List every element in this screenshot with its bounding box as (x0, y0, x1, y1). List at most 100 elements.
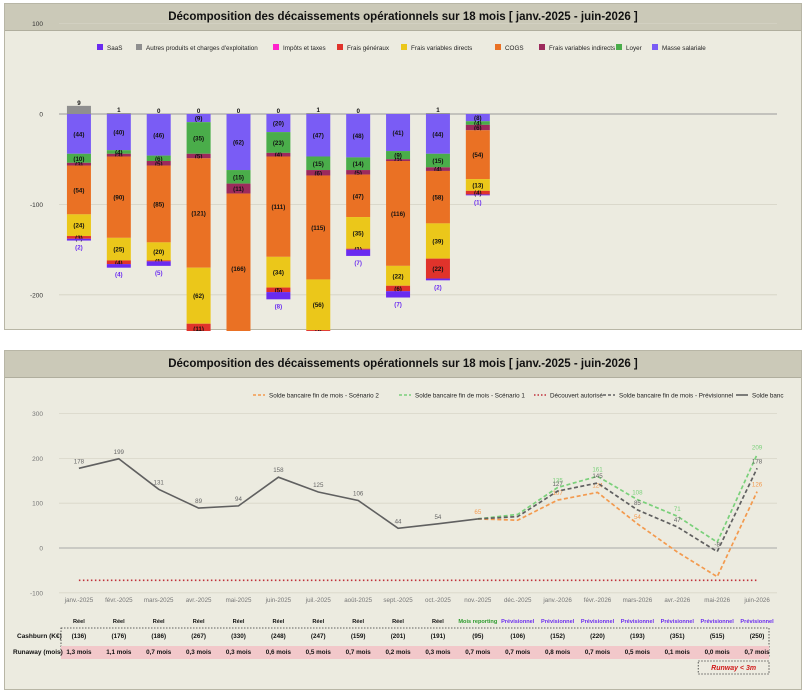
series-line (477, 491, 758, 578)
bar-data-label-autres: 0 (356, 108, 360, 115)
bar-segment-loyer (425, 153, 450, 168)
runway-cell: 0,7 mois (346, 649, 372, 656)
bar-segment-frais_generaux (425, 258, 450, 279)
bar-segment-variables_indirects (346, 170, 371, 175)
bar-segment-loyer (106, 150, 131, 154)
bar-data-label: (85) (153, 201, 164, 208)
legend-label: Solde banc (752, 393, 784, 400)
bar-segment-masse_salariale (425, 114, 450, 154)
bar-segment-variables_indirects (266, 152, 291, 157)
bar-data-label-saas: (1) (474, 199, 482, 206)
bar-data-label: (4) (474, 190, 482, 197)
runway-cell: 0,7 mois (146, 649, 172, 656)
runway-cell: 0,6 mois (266, 649, 292, 656)
bar-data-label-autres: 1 (117, 107, 121, 114)
status-cell: Mois reporting (458, 619, 497, 625)
bar-data-label: (4) (474, 121, 482, 128)
status-cell: Réel (352, 619, 364, 625)
status-cell: Prévisionnel (701, 619, 735, 625)
status-cell: Réel (153, 619, 165, 625)
cashburn-label: Cashburn (K€) (17, 633, 62, 640)
status-cell: Prévisionnel (740, 619, 774, 625)
legend-swatch (136, 44, 142, 50)
bar-segment-variables_directs (106, 237, 131, 261)
bar-segment-saas (465, 194, 490, 196)
bar-segment-variables_indirects (465, 124, 490, 131)
bar-segment-cogs (425, 170, 450, 224)
x-tick-label: nov.-2025 (464, 597, 492, 604)
bar-segment-variables_directs (146, 242, 171, 261)
legend-swatch (273, 44, 279, 50)
bar-data-label: (13) (472, 182, 483, 189)
cashburn-cell: (95) (472, 633, 483, 640)
legend-label: Frais variables indirects (549, 45, 615, 52)
cashburn-cell: (351) (670, 633, 685, 640)
x-tick-label: oct.-2025 (425, 597, 451, 604)
bar-data-label: (47) (313, 133, 324, 140)
runway-cell: 0,5 mois (625, 649, 651, 656)
point-data-label: 135 (552, 478, 563, 485)
runway-cell: 0,0 mois (705, 649, 731, 656)
point-data-label: 127 (552, 481, 563, 488)
x-tick-label: juin-2026 (743, 597, 770, 604)
bar-data-label-saas: (2) (434, 284, 442, 291)
bar-segment-frais_generaux (106, 260, 131, 265)
legend-label: Solde bancaire fin de mois - Scénario 1 (415, 393, 525, 400)
x-tick-label: mai-2025 (226, 597, 252, 604)
bar-data-label-saas: (8) (275, 303, 283, 310)
point-data-label: 54 (634, 514, 641, 521)
bar-segment-saas (425, 278, 450, 281)
point-data-label: 85 (634, 500, 641, 507)
point-data-label: 47 (674, 517, 681, 524)
bar-data-label-autres: 0 (197, 108, 201, 115)
bar-segment-cogs (306, 175, 331, 280)
bar-data-label: (22) (393, 273, 404, 280)
bar-data-label: (10) (73, 156, 84, 163)
bar-data-label: (8) (474, 115, 482, 122)
x-tick-label: janv.-2026 (542, 597, 572, 604)
runway-cell: 0,3 mois (425, 649, 451, 656)
runway-cell: 0,1 mois (665, 649, 691, 656)
bar-segment-variables_directs (306, 279, 331, 331)
point-data-label: 178 (74, 458, 85, 465)
bar-data-label: (62) (233, 140, 244, 147)
bar-data-label: (6) (155, 156, 163, 163)
x-tick-label: avr.-2025 (186, 597, 212, 604)
series-line (78, 457, 478, 530)
bar-segment-frais_generaux (346, 248, 371, 250)
bar-data-label: (39) (432, 239, 443, 246)
bar-data-label: (15) (313, 161, 324, 168)
bar-data-label: (15) (432, 158, 443, 165)
x-tick-label: juil.-2025 (305, 597, 332, 604)
y-tick-label: -100 (30, 590, 43, 597)
bar-data-label: (11) (193, 326, 204, 331)
bar-segment-variables_indirects (306, 170, 331, 176)
bar-segment-masse_salariale (226, 114, 251, 171)
bar-segment-masse_salariale (66, 114, 91, 154)
bar-segment-variables_directs (346, 217, 371, 249)
bar-segment-loyer (386, 151, 411, 160)
bar-data-label: (40) (113, 130, 124, 137)
y-tick-label: 200 (32, 456, 43, 463)
status-cell: Prévisionnel (501, 619, 535, 625)
bar-segment-cogs (266, 156, 291, 257)
status-cell: Réel (392, 619, 404, 625)
bar-segment-variables_indirects (386, 159, 411, 162)
bar-data-label: (35) (193, 135, 204, 142)
bar-segment-loyer (306, 156, 331, 171)
bar-data-label-autres: 9 (77, 100, 81, 107)
bar-data-label: (3) (115, 153, 123, 160)
bar-data-label: (90) (113, 195, 124, 202)
bar-segment-variables_indirects (146, 161, 171, 166)
bar-data-label: (116) (391, 211, 405, 218)
x-tick-label: janv.-2025 (64, 597, 94, 604)
bar-data-label-autres: 1 (436, 107, 440, 114)
bar-data-label: (4) (434, 167, 442, 174)
bar-segment-cogs (226, 193, 251, 331)
bar-segment-saas (66, 238, 91, 241)
bar-data-label-autres: 0 (277, 108, 281, 115)
bar-data-label: (9) (394, 153, 402, 160)
status-cell: Prévisionnel (661, 619, 695, 625)
x-tick-label: juin-2025 (265, 597, 292, 604)
point-data-label: 94 (235, 496, 242, 503)
